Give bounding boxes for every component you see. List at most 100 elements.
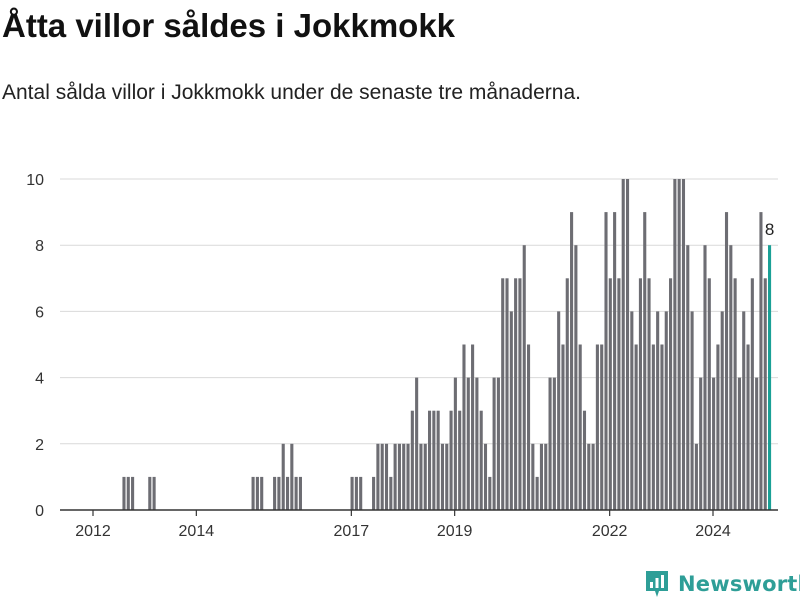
bar [664, 311, 668, 510]
bar [372, 476, 376, 510]
bar [436, 410, 440, 510]
bar [703, 245, 707, 510]
bar [501, 278, 505, 510]
bar [595, 344, 599, 510]
bar [660, 344, 664, 510]
bar [677, 179, 681, 510]
newsworthy-logo-icon [646, 571, 668, 597]
bar [617, 278, 621, 510]
bar [750, 278, 754, 510]
bar [384, 443, 389, 510]
bar [604, 212, 608, 510]
bar [290, 443, 294, 510]
x-tick-label: 2017 [334, 523, 370, 540]
bar [432, 410, 436, 510]
data-label-last: 8 [765, 220, 774, 239]
bar [458, 410, 462, 510]
bar [152, 476, 156, 510]
bar [294, 476, 298, 510]
y-tick-label: 0 [35, 503, 44, 520]
bar [423, 443, 427, 510]
y-tick-label: 8 [35, 238, 44, 255]
bar [574, 245, 578, 510]
bar [492, 377, 496, 510]
bar [625, 179, 630, 510]
bar [410, 410, 414, 510]
x-tick-label: 2014 [179, 523, 215, 540]
bar [630, 311, 634, 510]
bar [285, 476, 290, 510]
x-tick-label: 2024 [695, 523, 731, 540]
bar [600, 344, 604, 510]
bar [354, 476, 358, 510]
bar [449, 410, 453, 510]
bar [277, 476, 281, 510]
bar [514, 278, 518, 510]
bar [578, 344, 582, 510]
bar [686, 245, 690, 510]
bar [561, 344, 565, 510]
bar [428, 410, 432, 510]
y-tick-label: 4 [35, 371, 44, 388]
bar [669, 278, 673, 510]
bar [255, 476, 259, 510]
bar [488, 476, 492, 510]
bars [122, 179, 772, 510]
bar [681, 179, 686, 510]
bar [638, 278, 642, 510]
bar [690, 311, 694, 510]
bar-chart: 0 2 4 6 8 10 2012 2014 2017 2019 2022 2024 8 [26, 172, 778, 540]
bar [699, 377, 703, 510]
bar [389, 476, 393, 510]
bar [273, 476, 277, 510]
bar [763, 278, 767, 510]
bar [673, 179, 677, 510]
bar [393, 443, 397, 510]
bar [591, 443, 595, 510]
bar [759, 212, 763, 510]
y-tick-label: 6 [35, 304, 44, 321]
bar [126, 476, 130, 510]
bar [462, 344, 466, 510]
x-tick-label: 2012 [75, 523, 111, 540]
bar [475, 377, 479, 510]
bar [298, 476, 302, 510]
x-tick-label: 2022 [592, 523, 628, 540]
bar [148, 476, 152, 510]
newsworthy-logo-text: Newsworthy [678, 572, 800, 596]
bar [651, 344, 655, 510]
bar [712, 377, 716, 510]
bar [733, 278, 737, 510]
bar [724, 212, 729, 510]
bar [565, 278, 569, 510]
data-labels: 8 [765, 220, 774, 239]
newsworthy-logo: Newsworthy [644, 568, 800, 600]
bar [445, 443, 449, 510]
bar [716, 344, 720, 510]
x-tick-label: 2019 [437, 523, 473, 540]
bar [479, 410, 483, 510]
bar [406, 443, 410, 510]
chart-subtitle: Antal sålda villor i Jokkmokk under de s… [2, 81, 581, 104]
bar [539, 443, 543, 510]
bar [531, 443, 535, 510]
bar-highlight [768, 245, 772, 510]
bar [643, 212, 647, 510]
bar [557, 311, 561, 510]
bar [742, 311, 746, 510]
bar [397, 443, 401, 510]
bar [526, 344, 531, 510]
bar [505, 278, 509, 510]
y-axis-ticks: 0 2 4 6 8 10 [26, 172, 44, 520]
bar [376, 443, 380, 510]
bar [483, 443, 488, 510]
bar [582, 410, 587, 510]
bar [453, 377, 457, 510]
bar [570, 212, 574, 510]
bar [746, 344, 750, 510]
x-axis-ticks: 2012 2014 2017 2019 2022 2024 [75, 510, 731, 540]
bar [122, 476, 126, 510]
bar [720, 311, 724, 510]
bar [613, 212, 617, 510]
bar [647, 278, 651, 510]
